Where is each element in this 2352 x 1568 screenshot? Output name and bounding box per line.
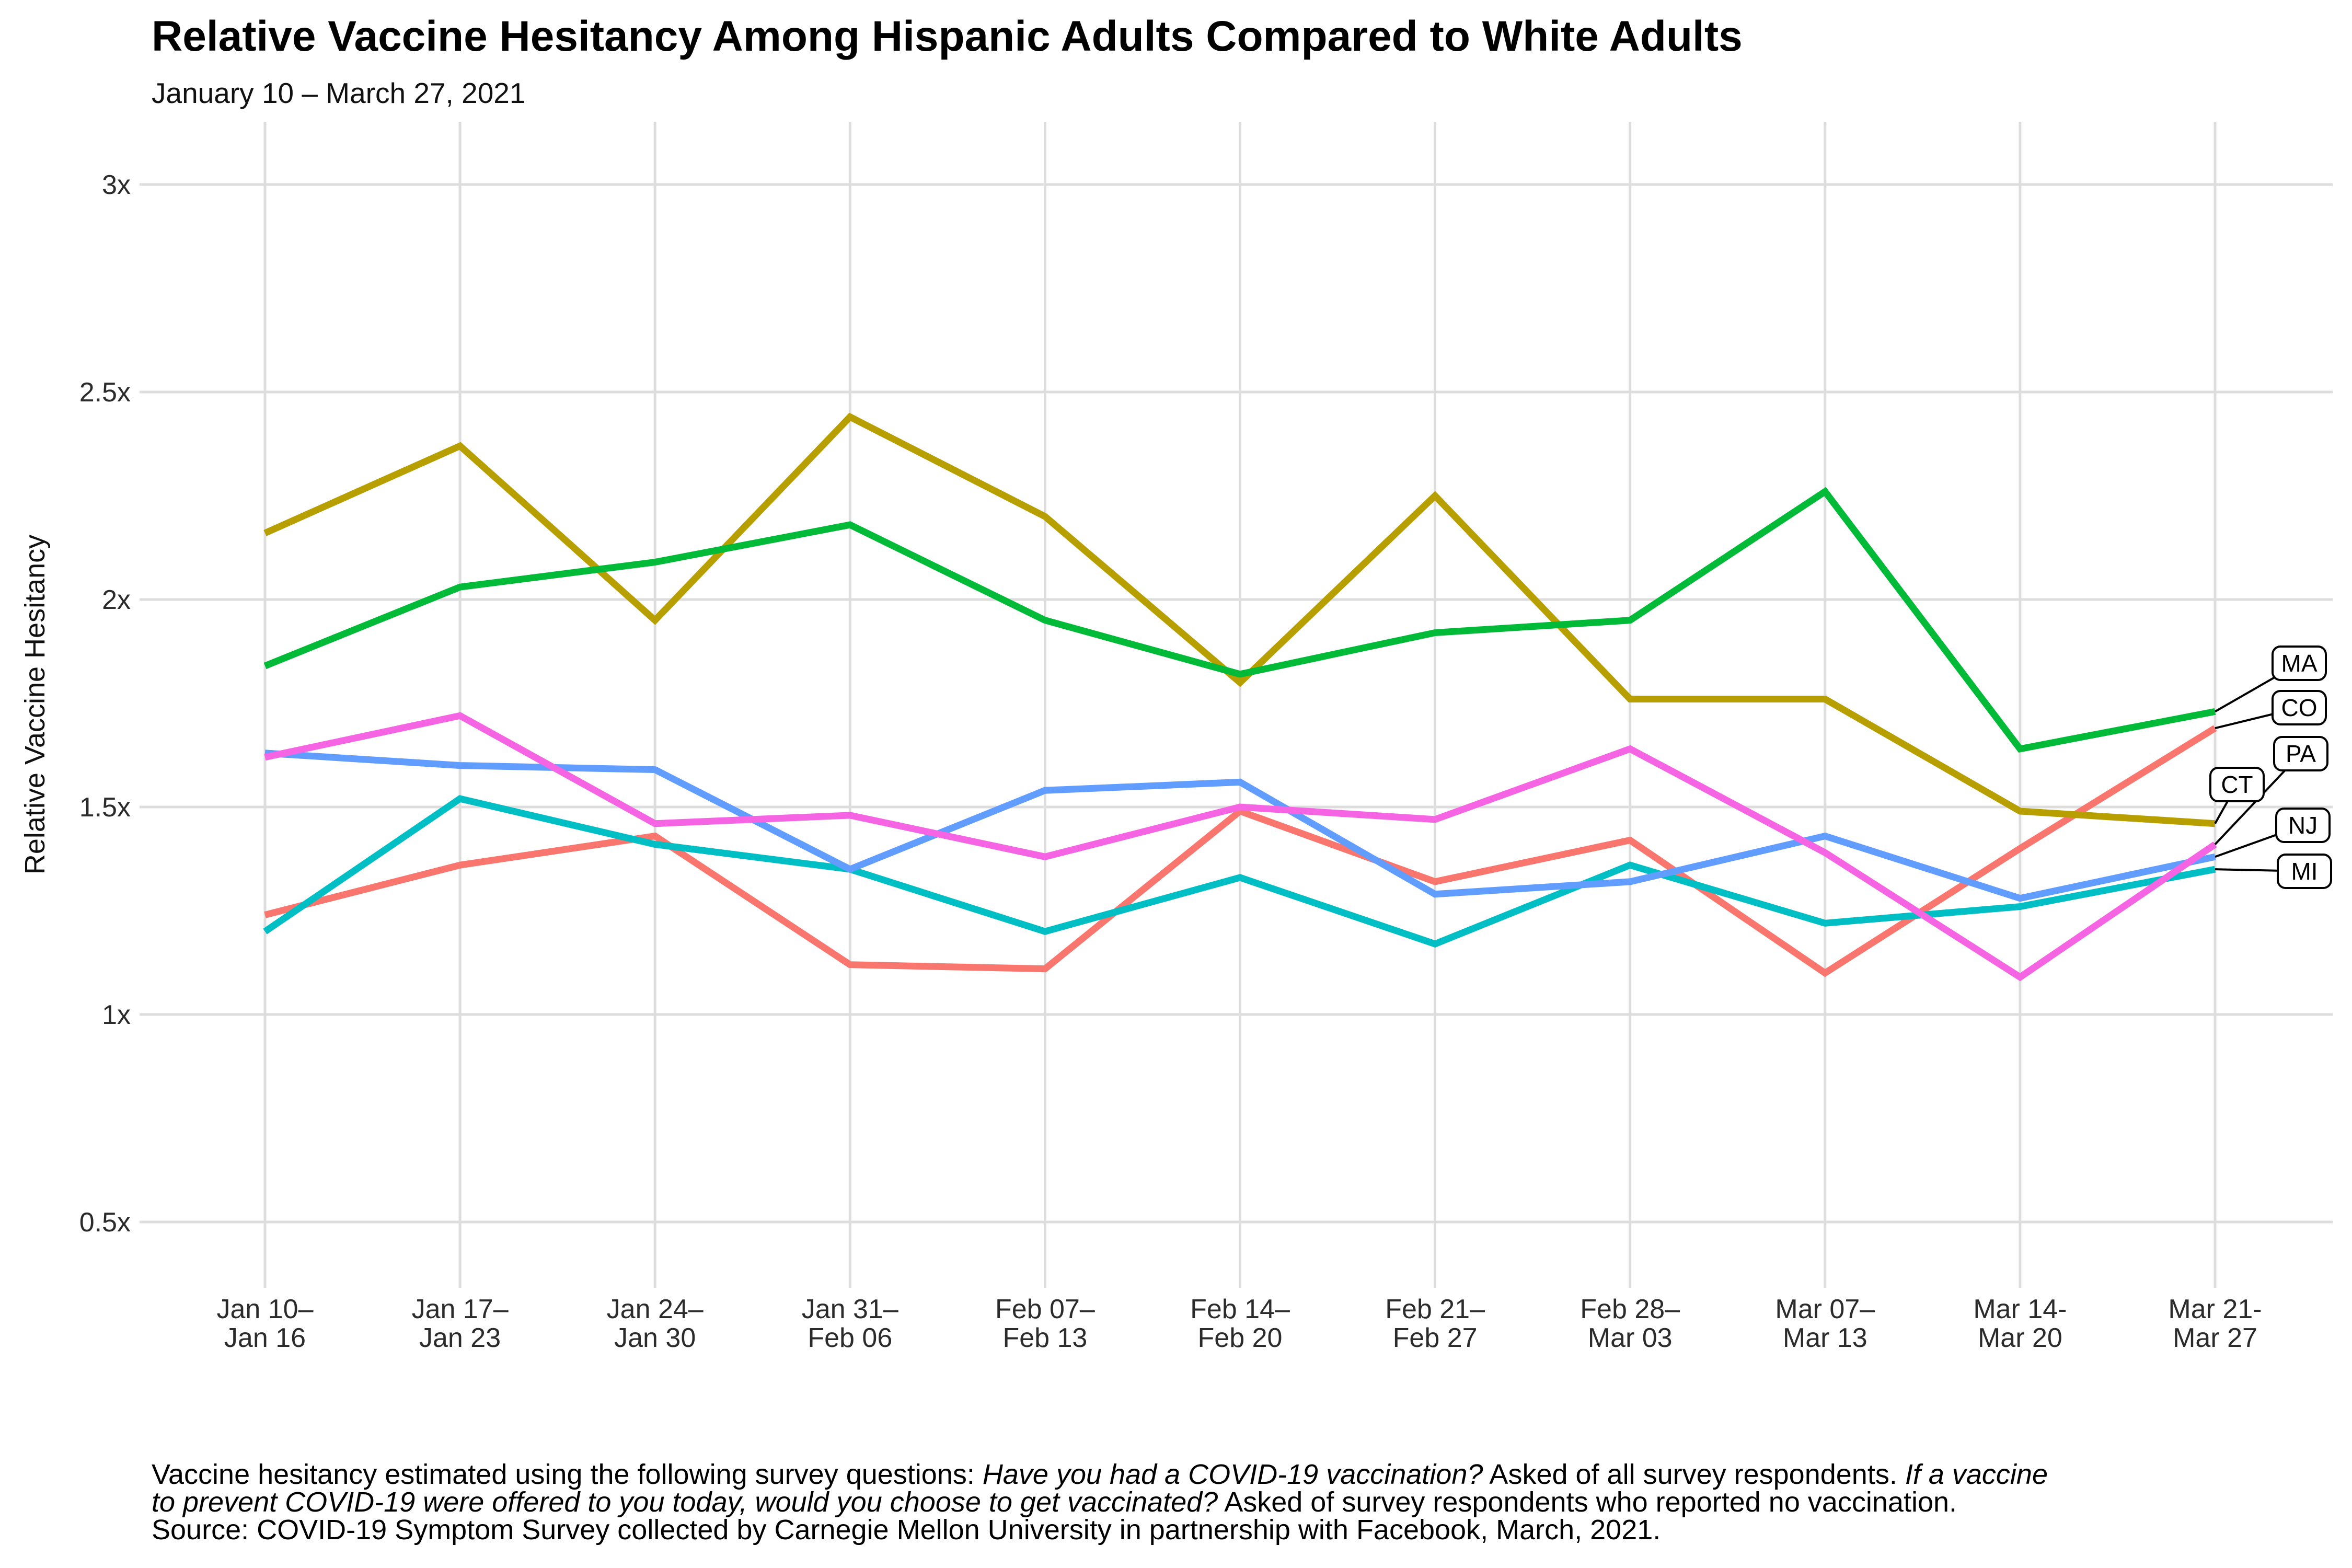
footer-line-2: to prevent COVID-19 were offered to you …: [152, 1486, 1957, 1518]
y-tick-2.5x: 2.5x: [79, 377, 131, 408]
footer-caption: Vaccine hesitancy estimated using the fo…: [152, 1459, 2048, 1546]
x-tick-line: Mar 27: [2173, 1323, 2257, 1353]
x-tick-line: Jan 23: [419, 1323, 501, 1353]
x-tick-line: Mar 03: [1588, 1323, 1673, 1353]
x-tick-8: Feb 28–Mar 03: [1580, 1294, 1680, 1353]
footer-line-3: Source: COVID-19 Symptom Survey collecte…: [152, 1514, 1661, 1546]
end-label-box-MA: [2272, 645, 2327, 681]
x-tick-line: Jan 31–: [802, 1294, 898, 1324]
series-line-MI: [263, 795, 2216, 948]
x-tick-line: Feb 27: [1393, 1323, 1478, 1353]
series-line-MA: [263, 487, 2216, 753]
x-tick-5: Feb 07–Feb 13: [995, 1294, 1095, 1353]
x-tick-2: Jan 17–Jan 23: [412, 1294, 509, 1353]
y-tick-0.5x: 0.5x: [79, 1207, 131, 1238]
end-label-MA: MA: [2215, 645, 2327, 713]
x-tick-line: Feb 20: [1198, 1323, 1283, 1353]
y-tick-1.5x: 1.5x: [79, 792, 131, 823]
x-tick-9: Mar 07–Mar 13: [1775, 1294, 1875, 1353]
x-tick-line: Jan 16: [224, 1323, 306, 1353]
x-tick-line: Feb 06: [808, 1323, 892, 1353]
end-label-text-CT: CT: [2221, 771, 2253, 798]
x-tick-line: Feb 21–: [1385, 1294, 1485, 1324]
series-line-CT: [263, 412, 2216, 827]
x-tick-line: Feb 13: [1002, 1323, 1087, 1353]
x-tick-10: Mar 14-Mar 20: [1973, 1294, 2067, 1353]
x-tick-line: Jan 30: [614, 1323, 696, 1353]
end-label-NJ: NJ: [2215, 808, 2331, 858]
y-axis-title: Relative Vaccine Hesitancy: [19, 535, 51, 874]
x-tick-line: Feb 07–: [995, 1294, 1095, 1324]
x-tick-line: Mar 14-: [1973, 1294, 2067, 1324]
x-tick-line: Feb 28–: [1580, 1294, 1680, 1324]
end-label-box-CT: [2209, 767, 2265, 802]
end-label-box-NJ: [2275, 808, 2331, 843]
end-label-text-NJ: NJ: [2288, 812, 2318, 839]
x-tick-3: Jan 24–Jan 30: [607, 1294, 704, 1353]
series-line-NJ: [264, 750, 2216, 902]
y-axis-tick-labels: 0.5x 1x 1.5x 2x 2.5x 3x: [79, 170, 131, 1238]
series-line-PA: [264, 712, 2217, 982]
grid-layer: [140, 122, 2333, 1288]
x-tick-line: Mar 13: [1783, 1323, 1867, 1353]
x-tick-6: Feb 14–Feb 20: [1190, 1294, 1290, 1353]
x-tick-line: Mar 20: [1978, 1323, 2062, 1353]
end-label-CT: CT: [2209, 767, 2265, 824]
chart-title: Relative Vaccine Hesitancy Among Hispani…: [152, 13, 1743, 60]
x-tick-7: Feb 21–Feb 27: [1385, 1294, 1485, 1353]
end-label-MI: MI: [2215, 854, 2332, 889]
end-label-text-PA: PA: [2286, 740, 2316, 767]
footer-line-1: Vaccine hesitancy estimated using the fo…: [152, 1459, 2048, 1490]
end-label-CO: CO: [2215, 690, 2327, 730]
end-label-text-CO: CO: [2281, 694, 2318, 721]
end-label-text-MA: MA: [2281, 650, 2318, 677]
x-tick-line: Mar 07–: [1775, 1294, 1875, 1324]
x-tick-1: Jan 10–Jan 16: [216, 1294, 313, 1353]
end-label-box-PA: [2273, 736, 2328, 771]
end-label-box-CO: [2272, 690, 2327, 725]
x-tick-line: Feb 14–: [1190, 1294, 1290, 1324]
y-tick-1x: 1x: [102, 1000, 131, 1030]
x-tick-line: Jan 17–: [412, 1294, 509, 1324]
end-label-text-MI: MI: [2291, 858, 2318, 885]
x-tick-line: Mar 21-: [2168, 1294, 2262, 1324]
x-tick-4: Jan 31–Feb 06: [802, 1294, 898, 1353]
x-tick-line: Jan 24–: [607, 1294, 704, 1324]
end-label-box-MI: [2277, 854, 2332, 889]
end-label-PA: PA: [2214, 736, 2328, 845]
series-lines: [263, 412, 2217, 982]
y-tick-3x: 3x: [102, 170, 131, 200]
x-tick-line: Jan 10–: [216, 1294, 313, 1324]
chart-subtitle: January 10 – March 27, 2021: [152, 77, 525, 109]
series-end-labels: MA CO PA CT NJ MI: [2209, 645, 2332, 889]
y-tick-2x: 2x: [102, 585, 131, 615]
x-tick-11: Mar 21-Mar 27: [2168, 1294, 2262, 1353]
series-line-CO: [264, 725, 2217, 977]
